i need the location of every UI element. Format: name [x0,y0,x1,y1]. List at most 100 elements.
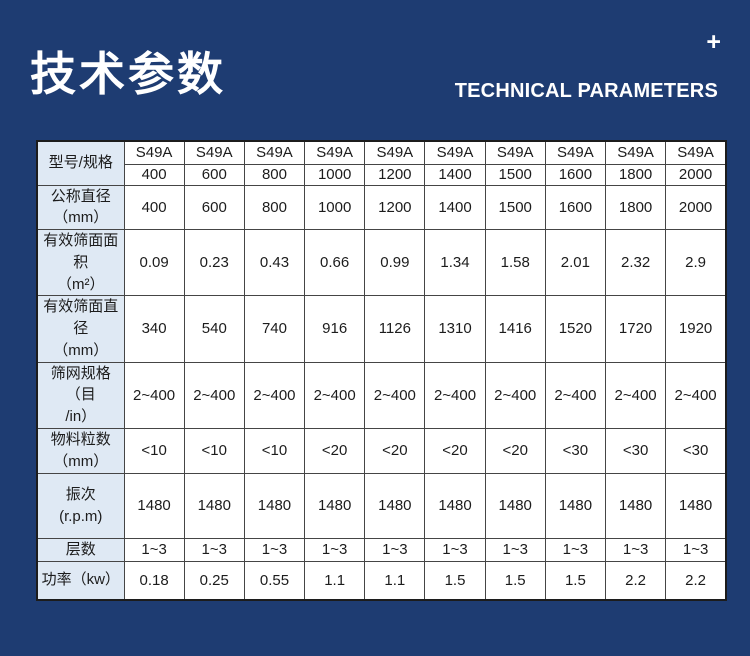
data-cell: 1480 [123,472,185,539]
row-label-cell: 功率（kw） [36,560,125,601]
model-size-cell: 1600 [544,163,607,186]
model-name-cell: S49A [364,140,426,165]
data-cell: <20 [424,427,486,474]
data-cell: 1200 [364,184,426,230]
data-cell: 2.32 [604,228,667,297]
model-size-row: 400 600 800 1000 1200 1400 1500 1600 1800 2000 [37,163,727,186]
data-cell: 2.01 [544,228,607,297]
data-cell: 1310 [424,295,486,363]
data-cell: 1480 [243,472,306,539]
data-cell: 1416 [484,295,546,363]
table-row: 振次 (r.p.m) 1480 1480 1480 1480 1480 1480 1480 14… [36,472,727,539]
data-cell: 2000 [665,184,727,230]
data-cell: 2~400 [544,361,607,429]
data-cell: 540 [183,295,245,363]
data-cell: 740 [243,295,306,363]
model-name-cell: S49A [484,140,546,165]
data-cell: 0.23 [183,228,245,297]
model-name-row: 型号/规格 S49A S49A S49A S49A S49A S49A S49A S49A S49… [36,140,727,186]
data-cell: 1~3 [484,537,546,562]
data-cell: 2~400 [243,361,306,429]
data-cell: 1480 [604,472,667,539]
page-subtitle: TECHNICAL PARAMETERS [454,80,718,102]
data-cell: 1000 [304,184,366,230]
model-size-cell: 1000 [304,163,366,186]
data-cell: 1480 [484,472,546,539]
row-label-cell: 振次 (r.p.m) [36,472,125,539]
model-name-cell: S49A [424,140,486,165]
data-cell: 2.9 [665,228,727,297]
data-cell: 1720 [604,295,667,363]
data-cell: 1~3 [183,537,245,562]
data-cell: 1~3 [243,537,306,562]
table-row: 层数 1~3 1~3 1~3 1~3 1~3 1~3 1~3 1~3 1~3 1~3 [36,537,727,562]
table-row: 有效筛面直径 （mm） 340 540 740 916 1126 1310 1416 1520 1… [36,295,727,363]
data-cell: 0.43 [243,228,306,297]
data-cell: 2~400 [364,361,426,429]
data-cell: 600 [183,184,245,230]
data-cell: 800 [243,184,306,230]
data-cell: 1.34 [424,228,486,297]
data-cell: 340 [123,295,185,363]
table-row: 功率（kw） 0.18 0.25 0.55 1.1 1.1 1.5 1.5 1.5 2.2 2.2 [36,560,727,601]
data-cell: 2~400 [183,361,245,429]
data-cell: 2.2 [665,560,727,601]
data-cell: 1~3 [544,537,607,562]
data-cell: 2~400 [123,361,185,429]
data-cell: 1800 [604,184,667,230]
data-cell: 0.25 [183,560,245,601]
row-label-cell: 公称直径 （mm） [36,184,125,230]
model-size-cell: 1200 [364,163,426,186]
model-name-cell: S49A [665,140,727,165]
data-cell: <10 [243,427,306,474]
row-label-cell: 物料粒数 （mm） [36,427,125,474]
model-size-cell: 400 [123,163,185,186]
row-label-cell: 型号/规格 [36,140,125,186]
model-name-cell: S49A [304,140,366,165]
data-cell: <10 [183,427,245,474]
model-size-cell: 800 [243,163,306,186]
row-label-cell: 有效筛面直径 （mm） [36,295,125,363]
data-cell: 1.58 [484,228,546,297]
model-name-cell: S49A [544,140,607,165]
model-name-cell: S49A [123,140,185,165]
data-cell: <30 [604,427,667,474]
model-size-cell: 1500 [484,163,546,186]
data-cell: 2~400 [604,361,667,429]
data-cell: 1126 [364,295,426,363]
data-cell: <20 [484,427,546,474]
data-cell: 1~3 [604,537,667,562]
data-cell: 1400 [424,184,486,230]
data-cell: 1.1 [304,560,366,601]
model-name-cell: S49A [604,140,667,165]
data-cell: 1480 [364,472,426,539]
data-cell: 2~400 [484,361,546,429]
data-cell: 1~3 [364,537,426,562]
data-cell: 1480 [304,472,366,539]
data-cell: 1~3 [424,537,486,562]
data-cell: 400 [123,184,185,230]
data-cell: 1.5 [484,560,546,601]
data-cell: 1600 [544,184,607,230]
data-cell: <20 [304,427,366,474]
data-cell: 916 [304,295,366,363]
model-size-cell: 600 [183,163,245,186]
data-cell: 1~3 [123,537,185,562]
data-cell: 0.66 [304,228,366,297]
data-cell: 1920 [665,295,727,363]
model-name-cell: S49A [243,140,306,165]
parameters-table: 型号/规格 S49A S49A S49A S49A S49A S49A S49A S49A S49… [36,140,727,601]
model-size-cell: 1800 [604,163,667,186]
plus-icon: + [706,28,721,56]
data-cell: 1.5 [544,560,607,601]
data-cell: 1~3 [665,537,727,562]
row-label-cell: 层数 [36,537,125,562]
data-cell: 0.18 [123,560,185,601]
table-row: 有效筛面面积 （m²） 0.09 0.23 0.43 0.66 0.99 1.34 1.58 2… [36,228,727,297]
data-cell: 1480 [183,472,245,539]
table-row: 筛网规格（目 /in） 2~400 2~400 2~400 2~400 2~400 2~40… [36,361,727,429]
data-cell: <20 [364,427,426,474]
table-row: 公称直径 （mm） 400 600 800 1000 1200 1400 1500 1600 18… [36,184,727,230]
data-cell: 0.55 [243,560,306,601]
data-cell: 1520 [544,295,607,363]
